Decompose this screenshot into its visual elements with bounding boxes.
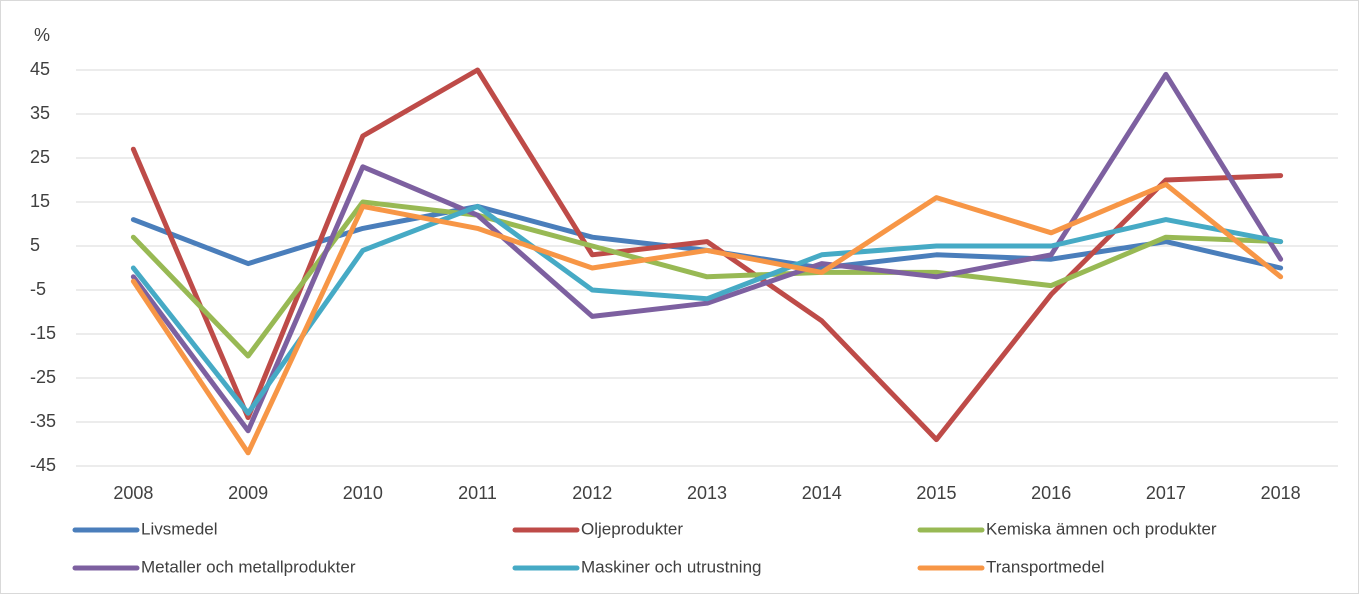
legend-label: Kemiska ämnen och produkter <box>986 519 1217 538</box>
legend-label: Maskiner och utrustning <box>581 557 761 576</box>
y-tick-label: 45 <box>30 59 50 79</box>
series-line <box>130 67 1284 443</box>
legend-label: Transportmedel <box>986 557 1104 576</box>
y-tick-label: 15 <box>30 191 50 211</box>
legend-label: Oljeprodukter <box>581 519 683 538</box>
x-tick-label: 2014 <box>802 483 842 503</box>
x-tick-label: 2011 <box>458 483 497 503</box>
x-tick-label: 2009 <box>228 483 268 503</box>
x-tick-label: 2016 <box>1031 483 1071 503</box>
series-line <box>130 203 1284 416</box>
legend-label: Metaller och metallprodukter <box>141 557 356 576</box>
y-tick-label: 25 <box>30 147 50 167</box>
y-tick-label: -25 <box>30 367 56 387</box>
x-tick-label: 2012 <box>572 483 612 503</box>
y-unit: % <box>34 25 50 45</box>
y-tick-label: -35 <box>30 411 56 431</box>
x-tick-label: 2010 <box>343 483 383 503</box>
x-tick-label: 2018 <box>1261 483 1301 503</box>
y-tick-label: -15 <box>30 323 56 343</box>
x-tick-label: 2013 <box>687 483 727 503</box>
x-tick-label: 2017 <box>1146 483 1186 503</box>
x-tick-label: 2015 <box>916 483 956 503</box>
y-tick-label: -45 <box>30 455 56 475</box>
y-tick-label: -5 <box>30 279 46 299</box>
series-line <box>130 71 1284 434</box>
x-tick-label: 2008 <box>113 483 153 503</box>
y-tick-label: 5 <box>30 235 40 255</box>
y-tick-label: 35 <box>30 103 50 123</box>
series-line <box>130 181 1284 456</box>
legend-label: Livsmedel <box>141 519 218 538</box>
